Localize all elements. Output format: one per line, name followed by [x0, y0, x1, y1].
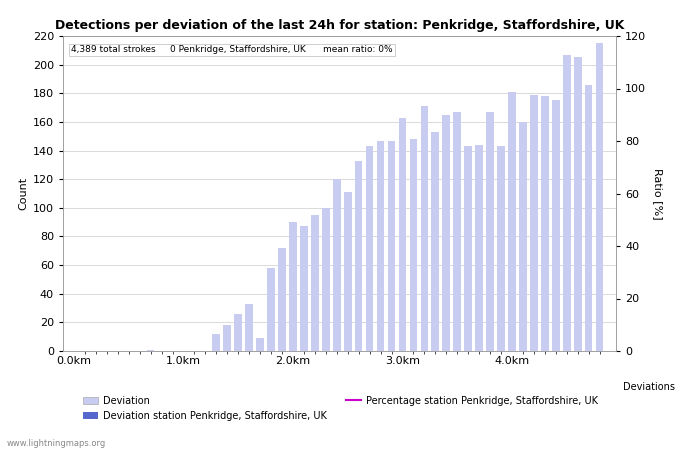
Bar [267, 268, 275, 351]
Bar [223, 325, 231, 351]
Bar [574, 58, 582, 351]
Bar [486, 112, 494, 351]
Bar [584, 85, 592, 351]
Bar [519, 122, 527, 351]
Bar [541, 96, 549, 351]
Bar [344, 192, 351, 351]
Text: 4,389 total strokes     0 Penkridge, Staffordshire, UK      mean ratio: 0%: 4,389 total strokes 0 Penkridge, Staffor… [71, 45, 393, 54]
Bar [234, 314, 242, 351]
Bar [508, 92, 516, 351]
Bar [278, 248, 286, 351]
Bar [256, 338, 264, 351]
Text: www.lightningmaps.org: www.lightningmaps.org [7, 439, 106, 448]
Bar [475, 145, 483, 351]
Bar [596, 43, 603, 351]
Bar [388, 140, 395, 351]
Y-axis label: Count: Count [19, 177, 29, 210]
Bar [322, 208, 330, 351]
Bar [366, 146, 373, 351]
Y-axis label: Ratio [%]: Ratio [%] [653, 168, 663, 219]
Bar [300, 226, 308, 351]
Bar [245, 304, 253, 351]
Bar [442, 115, 450, 351]
Bar [431, 132, 439, 351]
Title: Detections per deviation of the last 24h for station: Penkridge, Staffordshire, : Detections per deviation of the last 24h… [55, 19, 624, 32]
Bar [311, 215, 318, 351]
Bar [464, 146, 472, 351]
Legend: Deviation, Deviation station Penkridge, Staffordshire, UK, Percentage station Pe: Deviation, Deviation station Penkridge, … [80, 392, 601, 425]
Bar [563, 54, 570, 351]
Bar [355, 161, 363, 351]
Bar [147, 350, 155, 351]
Bar [410, 139, 417, 351]
Bar [552, 100, 559, 351]
Bar [398, 117, 406, 351]
Bar [421, 106, 428, 351]
Bar [213, 334, 220, 351]
Bar [497, 146, 505, 351]
Bar [333, 179, 341, 351]
Bar [454, 112, 461, 351]
Bar [530, 94, 538, 351]
Text: Deviations: Deviations [623, 382, 675, 392]
Bar [289, 222, 297, 351]
Bar [377, 140, 384, 351]
